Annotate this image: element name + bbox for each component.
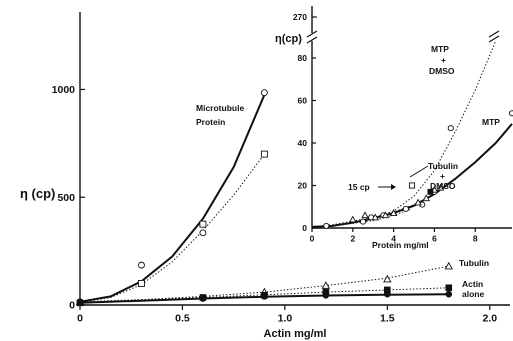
main-series-0-point [199,229,207,237]
inset-background [312,4,512,232]
inset-y-tick-label: 20 [298,180,308,190]
annotation-tubulin-dmso-line1: Tubulin [428,161,458,171]
main-x-tick-label: 1.0 [278,313,293,325]
main-series-0-line [79,94,266,303]
inset-x-tick-label: 4 [391,234,396,244]
annotation-actin-line1: Actin [462,279,483,289]
main-series-4-point [445,290,453,298]
inset-y-ticks: 0 20 40 60 80 [298,53,316,233]
main-series-4-point [384,290,391,298]
main-y-axis-label: η (cp) [20,186,55,201]
inset-series-3-point [361,211,369,219]
inset-x-tick-label: 2 [350,234,355,244]
main-x-tick-label: 1.5 [380,313,395,325]
inset-series-1-point [508,110,513,117]
main-series-1-point [260,150,268,158]
main-series-0-point [138,261,145,269]
main-series-2-point [444,261,453,270]
main-chart: 0 0.5 1.0 1.5 2.0 0 500 1000 Actin mg/ml η (cp… [20,12,510,340]
inset-series-3-point [414,198,422,206]
annotation-mtp-dmso-line2: + [441,55,446,65]
main-series-3-point [445,284,453,292]
main-x-tick-label: 0 [77,313,83,325]
main-series-1-point [138,279,145,287]
inset-series-3-point [389,209,398,216]
main-series-1-line [79,153,265,303]
main-series-2-point [383,274,392,283]
inset-series-2-point [408,182,416,189]
main-series-4-point [322,291,330,299]
inset-y-tick-label: 40 [298,138,308,148]
annotation-mtp-dmso-line3: DMSO [429,66,455,76]
main-y-axis-label-text: η (cp) [20,186,55,201]
annotation-tubulin-dmso-line3: DMSO [430,181,456,191]
inset-series-0-point [359,218,367,225]
main-series-3-point [76,299,84,307]
inset-series-0-point [402,205,409,212]
inset-x-tick-label: 0 [310,234,315,244]
main-series-4-point [261,293,268,300]
inset-curve-break-2 [488,30,500,38]
inset-y-top-tick-label: 270 [293,12,307,22]
inset-axis-break-1 [306,36,318,44]
main-x-tick-label: 0.5 [175,313,190,325]
inset-series-0-point [323,222,330,229]
annotation-15cp-arrowhead [391,184,396,190]
main-series-markers [75,89,453,307]
main-x-ticks: 0 0.5 1.0 1.5 2.0 [77,305,497,325]
main-y-tick-label: 0 [69,300,75,312]
inset-series-4-point [427,188,434,195]
annotation-mtp-dmso-line1: MTP [431,44,449,54]
inset-y-tick-label: 80 [298,53,308,63]
main-y-tick-label: 1000 [52,84,76,96]
annotation-15cp: 15 cp [348,182,370,192]
inset-x-axis-label: Protein mg/ml [372,240,429,250]
inset-x-tick-label: 6 [432,234,437,244]
main-series-1-point [199,220,207,228]
inset-series-0-point [447,125,454,132]
inset-series-3-point [349,215,357,223]
annotation-tubulin-dmso-leader [409,165,429,178]
inset-series-markers [323,110,513,229]
annotation-microtubule-line2: Protein [196,117,225,127]
main-series-0-point [260,89,268,97]
main-series-2-point [321,281,331,289]
annotation-actin-line2: alone [462,289,484,299]
main-x-tick-label: 2.0 [482,313,497,325]
annotation-microtubule-line1: Microtubule [196,103,244,113]
inset-axis-break-2 [306,30,318,38]
main-y-ticks: 0 500 1000 [52,84,85,312]
inset-series-3-point [422,194,431,202]
inset-series-3-point [436,183,445,191]
main-series-4-point [199,295,207,302]
inset-series-3-point [371,213,380,221]
annotation-mtp: MTP [482,117,500,127]
inset-curve-break-1 [488,35,500,43]
inset-y-axis-label: η(cp) [275,33,302,45]
inset-x-ticks: 0 2 4 6 8 [310,228,478,244]
inset-series-3-point [381,211,390,219]
annotation-tubulin: Tubulin [459,258,489,268]
inset-y-tick-label: 0 [302,223,307,233]
main-x-axis-label: Actin mg/ml [264,328,327,340]
annotation-tubulin-dmso-line2: + [440,171,445,181]
inset-x-tick-label: 8 [473,234,478,244]
main-y-tick-label: 500 [57,192,75,204]
inset-y-tick-label: 60 [298,95,308,105]
